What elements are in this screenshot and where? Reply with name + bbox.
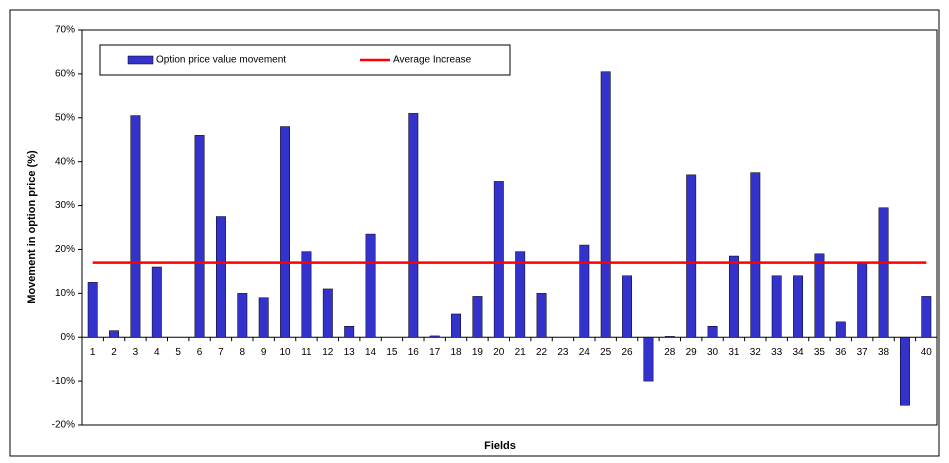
bar xyxy=(408,113,419,338)
y-tick-label: 60% xyxy=(55,69,75,80)
x-tick-label: 25 xyxy=(600,347,612,358)
x-tick-label: 15 xyxy=(386,347,398,358)
x-tick-label: 35 xyxy=(814,347,826,358)
bar xyxy=(472,296,483,338)
x-tick-label: 20 xyxy=(493,347,505,358)
x-tick-label: 17 xyxy=(429,347,441,358)
bar xyxy=(878,207,889,338)
bar xyxy=(728,255,739,338)
bar xyxy=(87,282,98,338)
bar xyxy=(536,293,547,338)
x-tick-label: 10 xyxy=(280,347,292,358)
x-tick-label: 21 xyxy=(515,347,527,358)
bar xyxy=(322,288,333,338)
x-tick-label: 1 xyxy=(90,347,96,358)
x-tick-label: 40 xyxy=(921,347,933,358)
y-tick-label: 20% xyxy=(55,244,75,255)
bar xyxy=(857,262,868,338)
x-tick-label: 33 xyxy=(771,347,783,358)
bar xyxy=(429,335,440,338)
x-tick-label: 18 xyxy=(451,347,463,358)
bar xyxy=(686,174,697,338)
x-tick-label: 16 xyxy=(408,347,420,358)
y-tick-label: -10% xyxy=(52,376,75,387)
bar xyxy=(814,253,825,338)
x-tick-label: 30 xyxy=(707,347,719,358)
legend-label: Option price value movement xyxy=(156,55,286,66)
x-tick-label: 9 xyxy=(261,347,267,358)
bar xyxy=(771,275,782,338)
x-tick-label: 36 xyxy=(835,347,847,358)
y-axis-label: Movement in option price (%) xyxy=(26,150,38,304)
bar xyxy=(493,181,504,338)
bar xyxy=(707,326,718,338)
bar xyxy=(344,326,355,338)
legend xyxy=(99,44,511,76)
bar xyxy=(643,336,654,382)
bar xyxy=(622,275,633,338)
x-tick-label: 22 xyxy=(536,347,548,358)
x-tick-label: 13 xyxy=(344,347,356,358)
y-tick-label: 10% xyxy=(55,288,75,299)
y-tick-label: 70% xyxy=(55,25,75,36)
bar xyxy=(258,297,269,338)
plot-area xyxy=(81,29,938,426)
x-tick-label: 8 xyxy=(240,347,246,358)
bar xyxy=(515,251,526,338)
y-tick-label: 40% xyxy=(55,156,75,167)
legend-swatch xyxy=(127,55,154,65)
x-tick-label: 34 xyxy=(793,347,805,358)
x-tick-label: 11 xyxy=(301,347,312,358)
bar xyxy=(793,275,804,338)
x-tick-label: 26 xyxy=(622,347,634,358)
bar xyxy=(215,216,226,338)
x-tick-label: 6 xyxy=(197,347,203,358)
legend-label: Average Increase xyxy=(393,55,472,66)
x-tick-label: 38 xyxy=(878,347,890,358)
bar xyxy=(579,244,590,338)
x-tick-label: 19 xyxy=(472,347,484,358)
bar xyxy=(600,71,611,338)
x-tick-label: 5 xyxy=(175,347,181,358)
x-tick-label: 23 xyxy=(557,347,569,358)
y-tick-label: 50% xyxy=(55,112,75,123)
bar xyxy=(151,266,162,338)
x-tick-label: 31 xyxy=(728,347,740,358)
bar xyxy=(194,135,205,338)
x-tick-label: 28 xyxy=(664,347,676,358)
x-tick-label: 3 xyxy=(133,347,139,358)
x-tick-label: 4 xyxy=(154,347,160,358)
x-tick-label: 2 xyxy=(111,347,117,358)
x-tick-label: 12 xyxy=(322,347,334,358)
x-tick-label: 29 xyxy=(686,347,698,358)
x-tick-label: 32 xyxy=(750,347,762,358)
bar xyxy=(664,336,675,338)
bar xyxy=(835,321,846,338)
y-tick-label: 30% xyxy=(55,200,75,211)
bar xyxy=(750,172,761,338)
bar xyxy=(921,296,932,338)
bar xyxy=(451,313,462,338)
y-tick-label: 0% xyxy=(61,332,76,343)
x-tick-label: 24 xyxy=(579,347,591,358)
bar xyxy=(301,251,312,338)
x-tick-label: 14 xyxy=(365,347,377,358)
x-axis-label: Fields xyxy=(484,440,516,452)
bar xyxy=(899,336,910,406)
bar xyxy=(280,126,291,338)
bar xyxy=(109,330,120,338)
bar xyxy=(237,293,248,338)
bar xyxy=(365,233,376,338)
bar xyxy=(130,115,141,338)
y-tick-label: -20% xyxy=(52,420,75,431)
x-tick-label: 7 xyxy=(218,347,224,358)
x-tick-label: 37 xyxy=(857,347,869,358)
